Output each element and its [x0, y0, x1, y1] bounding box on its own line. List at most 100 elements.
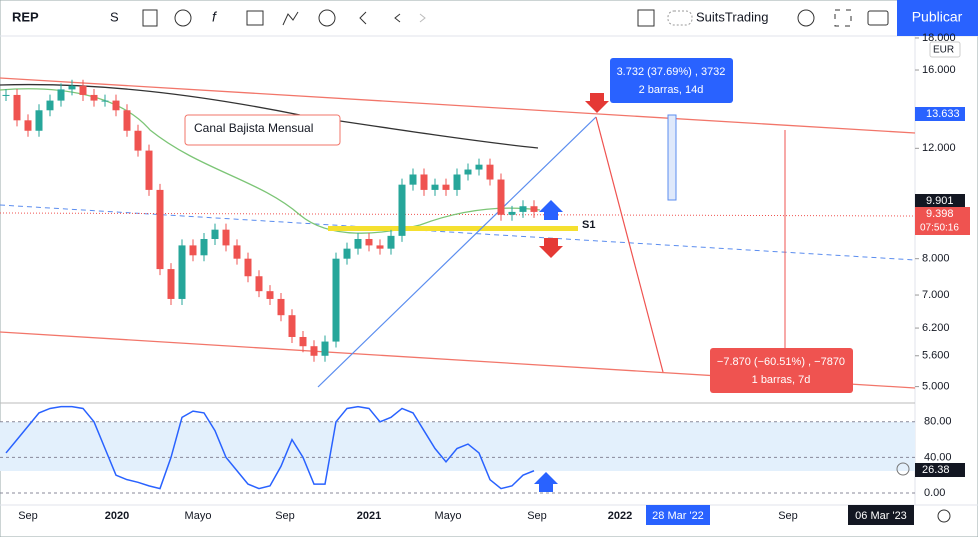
snapshot-icon[interactable]: [867, 10, 889, 26]
candle: [156, 189, 164, 270]
account[interactable]: SuitsTrading: [696, 9, 769, 24]
arrow-down: [539, 238, 563, 258]
down-measure-box: [710, 348, 853, 393]
publish-label[interactable]: Publicar: [912, 9, 963, 25]
badge: [915, 107, 965, 121]
interval[interactable]: S: [110, 9, 119, 24]
time-marker: [646, 505, 710, 525]
up-projection: [317, 116, 597, 388]
candle: [189, 245, 197, 256]
candle: [134, 130, 142, 151]
candle: [343, 248, 351, 259]
candle: [398, 184, 406, 236]
up-measure-text: 3.732 (37.69%) , 3732: [617, 66, 726, 78]
candle: [145, 150, 153, 190]
candle: [255, 276, 263, 292]
stoch-label: 0.00: [924, 487, 945, 499]
time-label: 2020: [105, 510, 129, 522]
candle: [288, 315, 296, 337]
support-label: S1: [582, 219, 595, 231]
zoom-icon[interactable]: [896, 462, 910, 476]
time-label: Sep: [778, 510, 798, 522]
time-label: 2021: [357, 510, 381, 522]
price-label: 16.000: [922, 64, 956, 76]
price-label: 12.000: [922, 142, 956, 154]
candle: [321, 341, 329, 356]
candle: [310, 346, 318, 356]
templates-icon[interactable]: [246, 10, 264, 26]
channel-top: [0, 77, 916, 134]
candle: [211, 229, 219, 239]
candle: [519, 206, 527, 212]
candle: [354, 238, 362, 249]
channel-label-box: [184, 114, 341, 146]
stoch-label: 80.00: [924, 416, 952, 428]
candle: [530, 206, 538, 212]
candles-icon[interactable]: [142, 9, 158, 27]
price-label: 6.200: [922, 322, 950, 334]
down-measure-text: −7.870 (−60.51%) , −7870: [717, 356, 845, 368]
candle: [497, 179, 505, 215]
candle: [299, 336, 307, 347]
compare-icon[interactable]: [174, 9, 192, 27]
candle: [200, 238, 208, 256]
candle: [277, 298, 285, 316]
candle: [332, 258, 340, 342]
candle: [409, 174, 417, 185]
currency[interactable]: EUR: [933, 45, 954, 56]
select-icon[interactable]: [637, 9, 655, 27]
price-label: 7.000: [922, 289, 950, 301]
candle: [442, 184, 450, 190]
candle: [453, 174, 461, 190]
candle: [68, 85, 76, 90]
arrow-down: [585, 93, 609, 113]
time-label: Sep: [275, 510, 295, 522]
price-label: 5.600: [922, 350, 950, 362]
time-label: Mayo: [435, 510, 462, 522]
candle: [24, 120, 32, 131]
candle: [365, 238, 373, 246]
badge: [915, 194, 965, 208]
candle: [475, 164, 483, 170]
candle: [178, 245, 186, 299]
candle: [35, 110, 43, 131]
cloud-icon: [667, 10, 693, 26]
candle: [266, 291, 274, 299]
publish-button[interactable]: [897, 0, 978, 36]
channel-label: Canal Bajista Mensual: [194, 121, 313, 135]
undo-icon[interactable]: [394, 13, 401, 23]
currency-box[interactable]: [929, 41, 961, 58]
alarm-icon[interactable]: [318, 9, 336, 27]
candle: [222, 229, 230, 246]
indicators-icon[interactable]: f: [212, 9, 218, 25]
alert-icon[interactable]: [282, 11, 299, 26]
time-label: 2022: [608, 510, 632, 522]
up-measure-box: [610, 58, 733, 103]
symbol[interactable]: REP: [12, 9, 39, 24]
candle: [431, 184, 439, 190]
fullscreen-icon[interactable]: [834, 9, 852, 27]
time-marker: [848, 505, 914, 525]
settings-icon[interactable]: [937, 509, 951, 523]
badge-text: 9.398: [926, 208, 954, 220]
candle: [167, 269, 175, 299]
badge-text: 07:50:16: [920, 223, 959, 234]
badge: [915, 463, 965, 477]
candle: [464, 169, 472, 175]
candle: [123, 110, 131, 131]
candle: [2, 94, 10, 96]
candle: [244, 258, 252, 277]
price-label: 18.000: [922, 32, 956, 44]
arrow-up: [539, 200, 563, 220]
stoch-label: 40.00: [924, 451, 952, 463]
candle: [101, 100, 109, 102]
price-label: 8.000: [922, 253, 950, 265]
badge-text: 9.901: [926, 195, 954, 207]
arrow-up: [534, 472, 558, 492]
replay-icon[interactable]: [359, 11, 367, 25]
settings-icon[interactable]: [797, 9, 815, 27]
redo-icon[interactable]: [419, 13, 426, 23]
time-label: Mayo: [185, 510, 212, 522]
time-marker-text: 06 Mar '23: [855, 510, 907, 522]
